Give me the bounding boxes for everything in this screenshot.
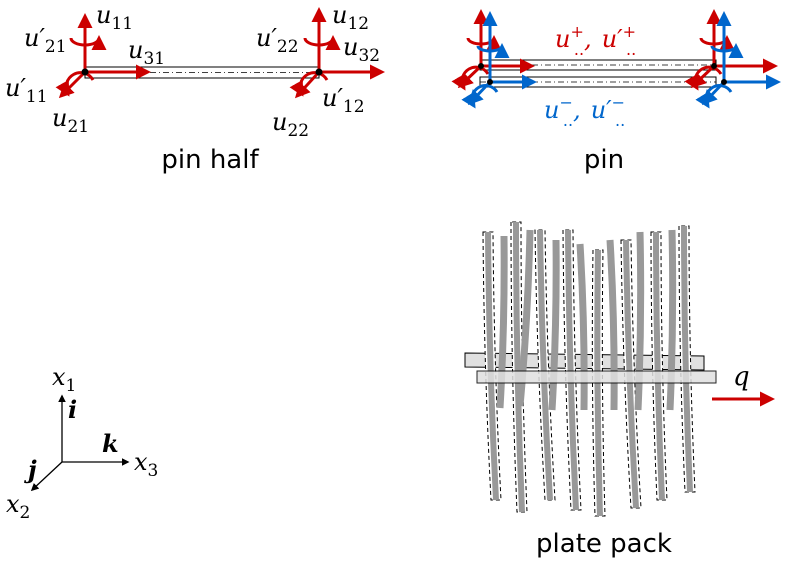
label-x3: x3 (134, 448, 158, 481)
plate-pack-panel: q plate pack (464, 221, 775, 559)
label-u11p: u′11 (5, 74, 48, 107)
pin-node-left-upper (478, 63, 484, 69)
label-i: i (68, 395, 77, 424)
caption-pin-half: pin half (161, 145, 259, 175)
plate-pack-plates (482, 221, 696, 517)
plate-solid (516, 229, 534, 407)
label-u32: u32 (343, 33, 380, 66)
plate-pack-load-label: q (733, 362, 750, 392)
plate-solid (496, 235, 508, 409)
label-u12p: u′12 (322, 84, 365, 117)
pin-left-red-diagonal (457, 64, 483, 89)
plate-solid (576, 243, 588, 411)
coordinate-axes: x1 x3 x2 i j k (6, 363, 158, 523)
label-u12: u12 (332, 1, 369, 34)
pin-right-blue-diagonal (701, 80, 726, 106)
plate-pack-pin-lower (476, 370, 717, 384)
label-k: k (102, 429, 119, 458)
pin-right-blue-rot-top (710, 43, 744, 59)
pin-half-node-right (315, 68, 323, 76)
plate-gray-band (565, 229, 579, 511)
plate-solid (666, 229, 677, 411)
label-u22p: u′22 (256, 24, 299, 57)
plate-gray-band (681, 225, 693, 493)
pin-node-right-upper (711, 63, 717, 69)
pin-node-right-lower (721, 79, 727, 85)
pin-half-arrow-u21 (58, 70, 87, 99)
plate-solid (634, 231, 645, 411)
pin-left-red-rot-top (466, 35, 502, 51)
caption-plate-pack: plate pack (536, 529, 672, 559)
pin-half-node-left (81, 68, 89, 76)
label-u31: u31 (128, 36, 165, 69)
label-j: j (24, 455, 37, 484)
pin-node-left-lower (487, 79, 493, 85)
plate-gray-band (485, 231, 499, 501)
pin-right-red-rot-top (699, 35, 735, 51)
caption-pin: pin (584, 145, 624, 175)
pin-left-blue-rot-top (476, 43, 510, 59)
label-x2: x2 (6, 490, 30, 523)
plate-solid (548, 239, 560, 411)
pin-half-rot-u21p (69, 35, 107, 51)
pin-panel: u+.., u′+.. u−.., u′−.. pin (451, 9, 781, 175)
plate-gray-band (653, 231, 665, 501)
label-u21p: u′21 (24, 24, 67, 57)
plate-gray-band (537, 229, 553, 501)
plate-gray-band (513, 221, 525, 513)
pin-left-blue-diagonal (467, 80, 492, 106)
pin-half-rot-u22p (303, 35, 341, 51)
pin-right-red-diagonal (690, 64, 716, 89)
axis-x2-arrow (30, 461, 63, 492)
label-u22: u22 (272, 108, 309, 141)
pin-half-arrow-u22 (294, 70, 321, 99)
label-u21: u21 (52, 104, 89, 137)
label-x1: x1 (52, 363, 76, 396)
plate-solid (606, 239, 618, 411)
pin-lower-label: u−.., u′−.. (544, 93, 625, 130)
pin-upper-label: u+.., u′+.. (555, 22, 636, 59)
pin-half-panel: u11 u′21 u31 u′11 u21 u12 u′22 u32 u′12 … (5, 1, 385, 175)
label-u11: u11 (96, 1, 133, 34)
